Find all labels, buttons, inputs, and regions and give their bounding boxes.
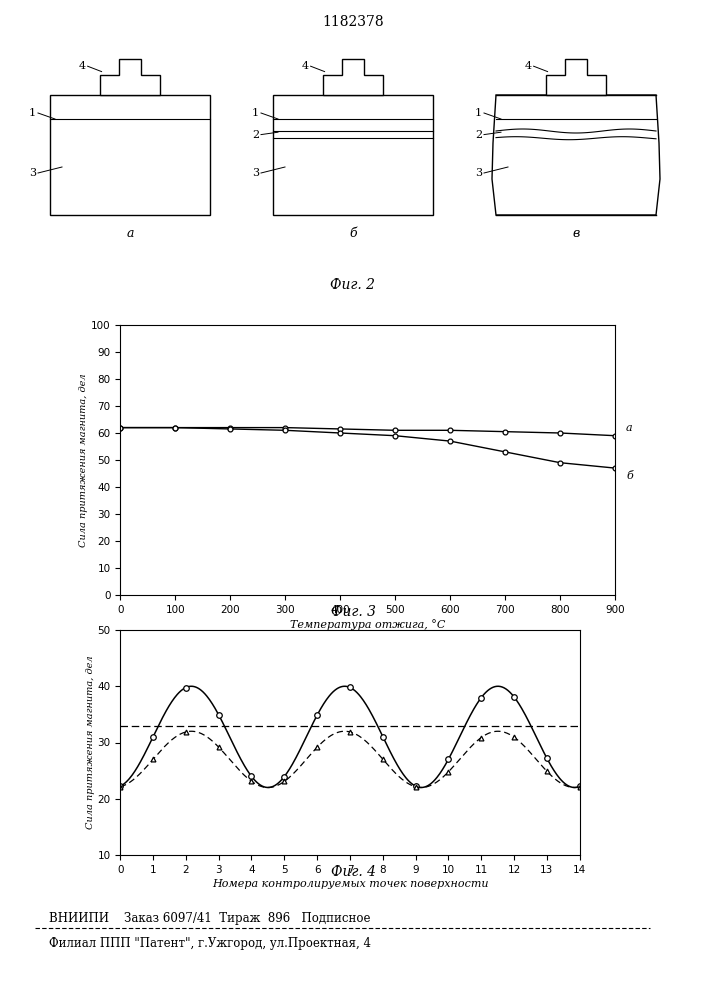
Text: 2: 2 — [475, 130, 482, 140]
Text: 4: 4 — [78, 61, 86, 71]
Y-axis label: Сила притяжения магнита, дел: Сила притяжения магнита, дел — [86, 656, 95, 829]
Text: Фиг. 4: Фиг. 4 — [331, 865, 376, 879]
Text: 1182378: 1182378 — [322, 15, 384, 29]
Text: 4: 4 — [525, 61, 532, 71]
Bar — [50, 95, 210, 215]
Text: 3: 3 — [29, 168, 36, 178]
Text: Фиг. 2: Фиг. 2 — [330, 278, 375, 292]
Text: б: б — [349, 227, 357, 240]
Y-axis label: Сила притяжения магнита, дел: Сила притяжения магнита, дел — [79, 373, 88, 547]
Text: б: б — [626, 471, 633, 481]
Bar — [273, 95, 433, 215]
X-axis label: Температура отжига, °С: Температура отжига, °С — [290, 619, 445, 630]
X-axis label: Номера контролируемых точек поверхности: Номера контролируемых точек поверхности — [211, 879, 489, 889]
Text: 3: 3 — [475, 168, 482, 178]
Text: ВНИИПИ    Заказ 6097/41  Тираж  896   Подписное: ВНИИПИ Заказ 6097/41 Тираж 896 Подписное — [49, 912, 371, 925]
Polygon shape — [100, 59, 160, 95]
Text: а: а — [626, 423, 633, 433]
Polygon shape — [322, 59, 383, 95]
Text: 1: 1 — [252, 108, 259, 118]
Text: 1: 1 — [29, 108, 36, 118]
Text: 3: 3 — [252, 168, 259, 178]
Text: в: в — [573, 227, 580, 240]
Polygon shape — [492, 95, 660, 215]
Text: 4: 4 — [301, 61, 308, 71]
Text: 2: 2 — [252, 130, 259, 140]
Text: Фиг. 3: Фиг. 3 — [331, 605, 376, 619]
Text: а: а — [127, 227, 134, 240]
Polygon shape — [546, 59, 607, 95]
Text: 1: 1 — [475, 108, 482, 118]
Text: Филиал ППП "Патент", г.Ужгород, ул.Проектная, 4: Филиал ППП "Патент", г.Ужгород, ул.Проек… — [49, 937, 371, 950]
